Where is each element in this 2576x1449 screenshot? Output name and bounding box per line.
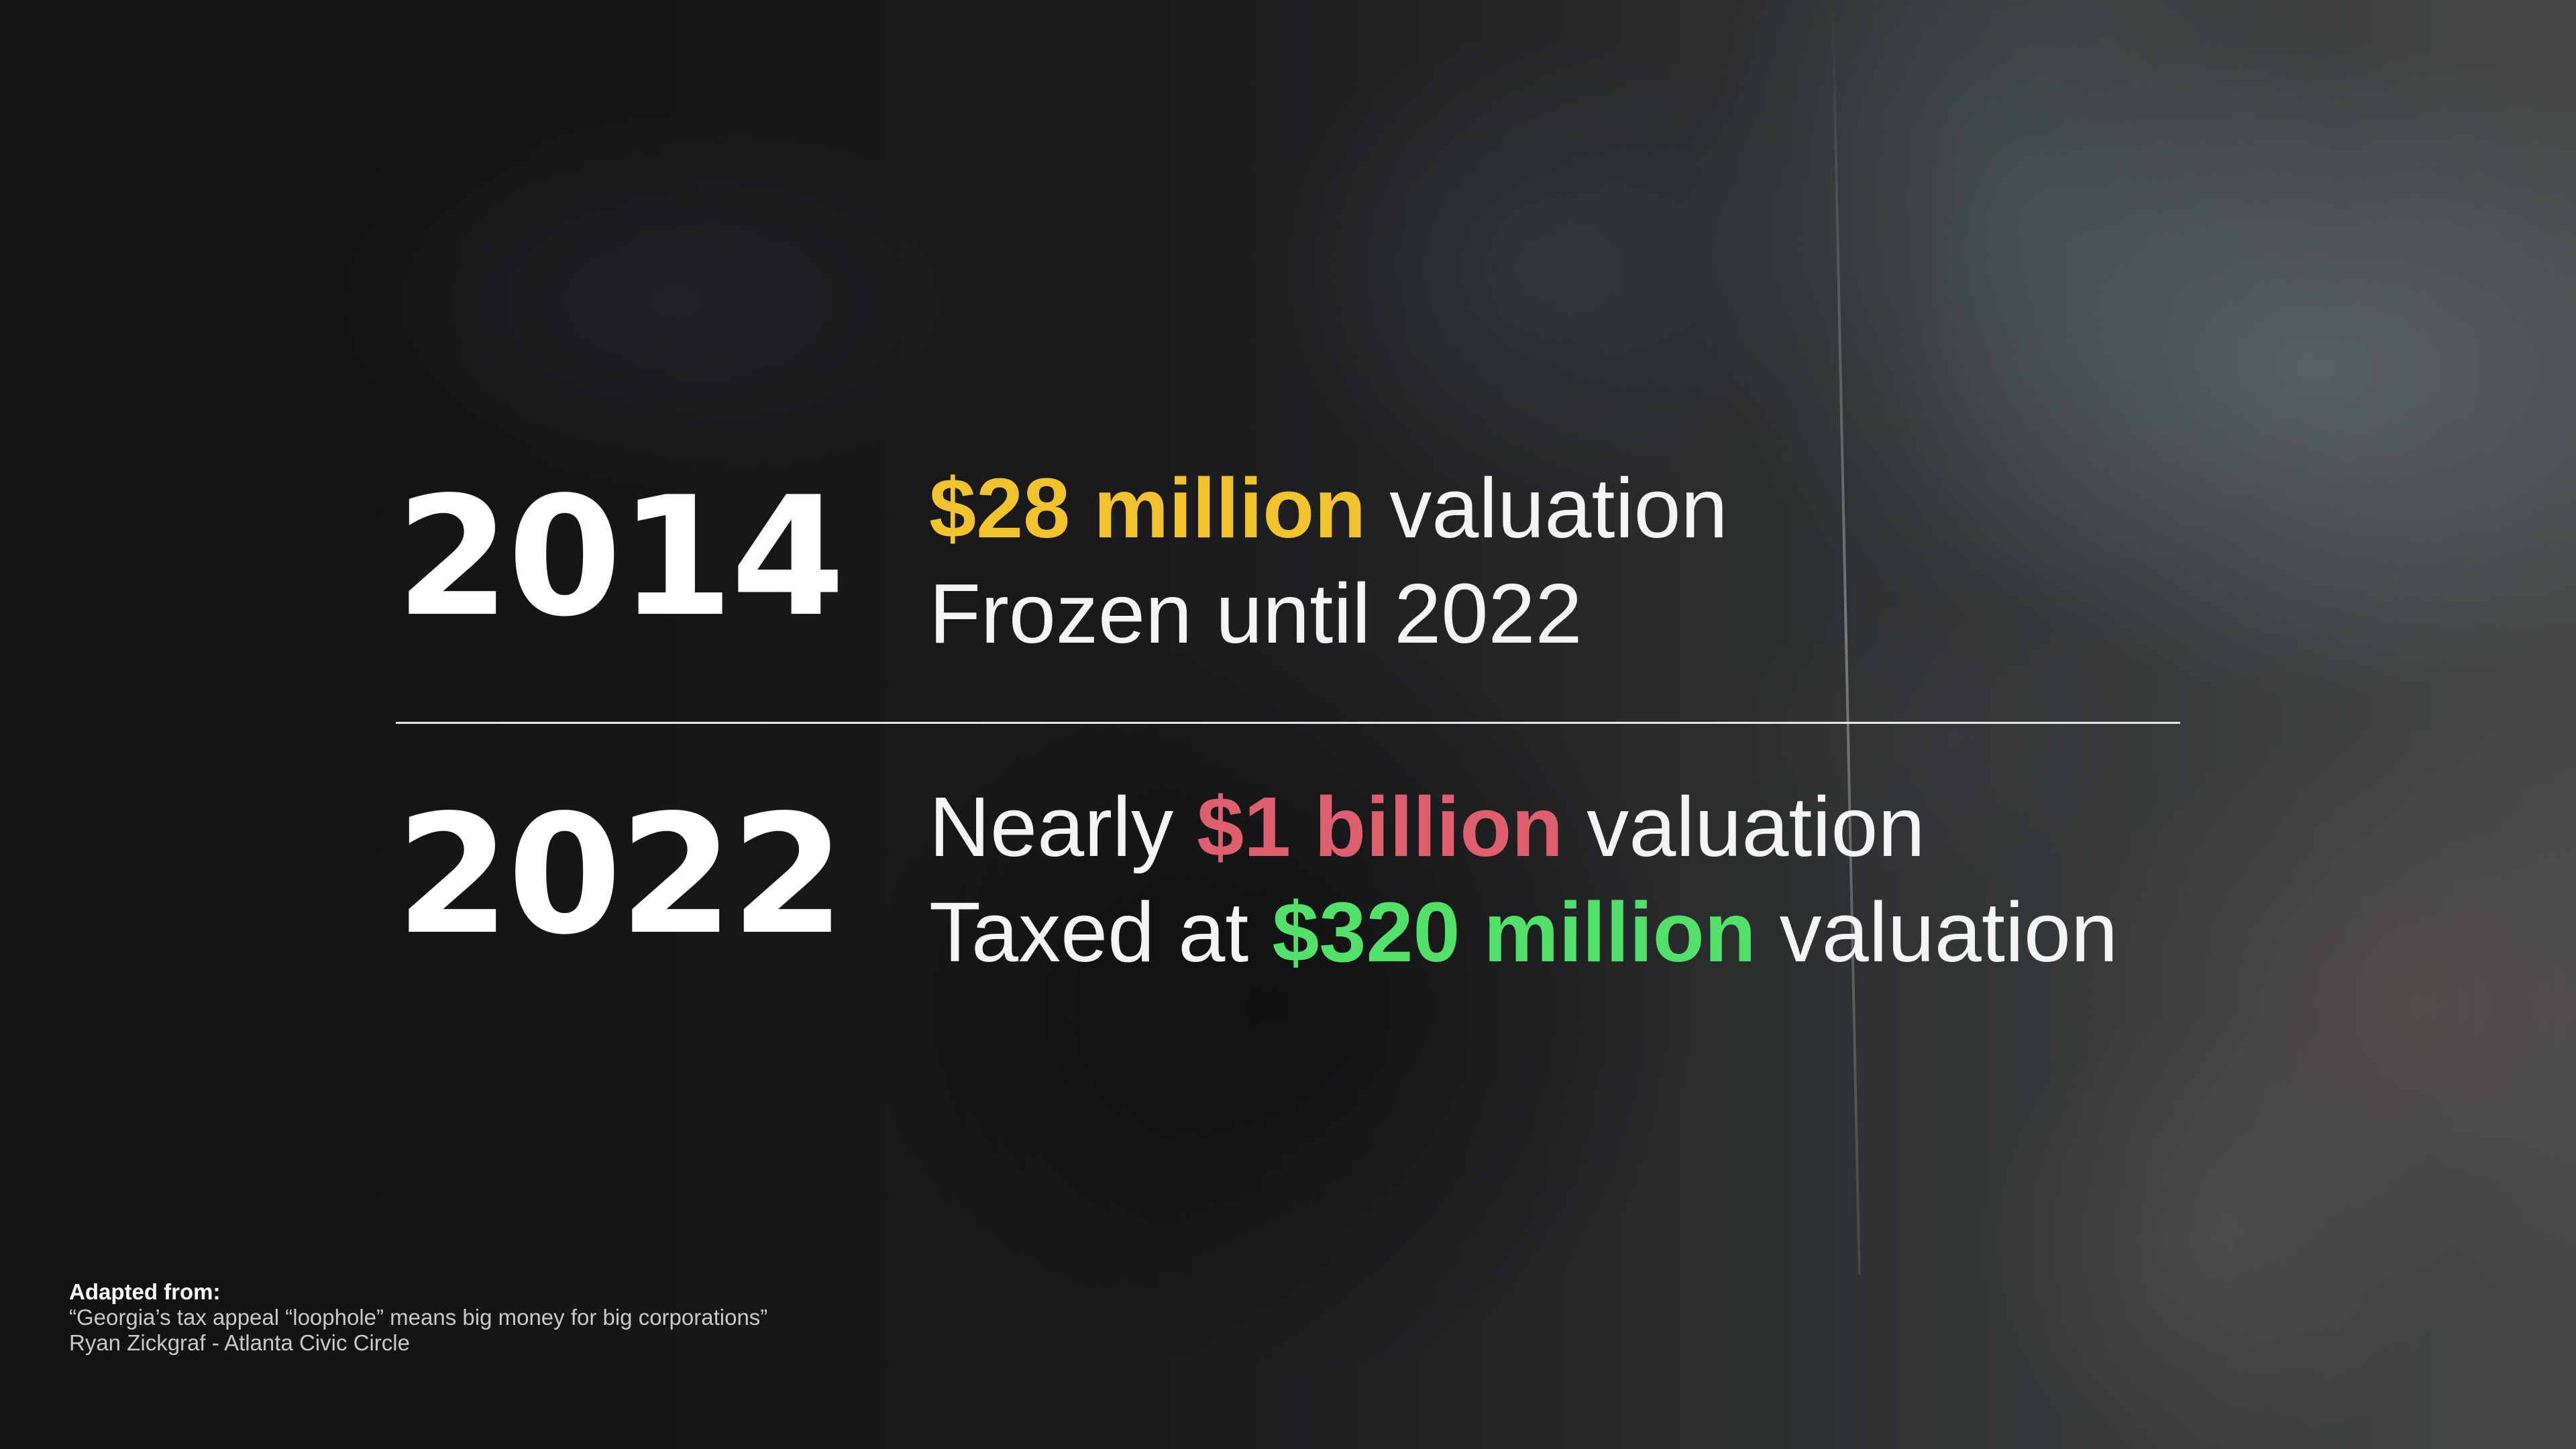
source-heading: Adapted from: — [69, 1279, 221, 1304]
valuation-2014-amount: $28 million — [929, 461, 1366, 555]
source-byline: Ryan Zickgraf - Atlanta Civic Circle — [69, 1330, 410, 1355]
year-2014-label: 2014 — [396, 462, 845, 653]
frozen-line: Frozen until 2022 — [929, 566, 1582, 661]
valuation-2014-suffix: valuation — [1366, 461, 1728, 555]
source-citation: Adapted from: “Georgia’s tax appeal “loo… — [69, 1279, 767, 1356]
taxed-line: Taxed at $320 million valuation — [929, 890, 2118, 975]
source-article-title: “Georgia’s tax appeal “loophole” means b… — [69, 1305, 768, 1330]
valuation-2022-suffix: valuation — [1563, 780, 1925, 874]
year-2022-label: 2022 — [396, 780, 845, 971]
row-divider — [396, 722, 2180, 724]
valuation-2014-line: $28 million valuation — [929, 466, 1728, 551]
taxed-amount: $320 million — [1272, 885, 1756, 979]
taxed-suffix: valuation — [1756, 885, 2118, 979]
valuation-2022-prefix: Nearly — [929, 780, 1197, 874]
taxed-prefix: Taxed at — [929, 885, 1273, 979]
valuation-2022-amount: $1 billion — [1197, 780, 1564, 874]
valuation-2022-line: Nearly $1 billion valuation — [929, 785, 1925, 869]
